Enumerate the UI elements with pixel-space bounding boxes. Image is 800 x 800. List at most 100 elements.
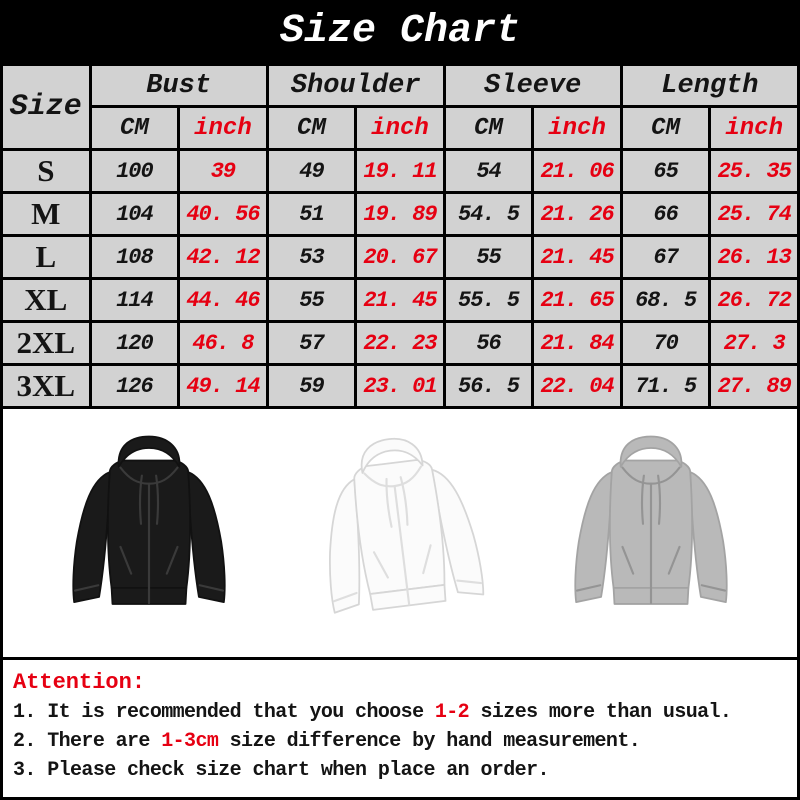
table-row: S 100 39 49 19. 11 54 21. 06 65 25. 35 bbox=[0, 148, 800, 194]
unit-header-cm: CM bbox=[442, 105, 535, 151]
attention-heading: Attention: bbox=[13, 670, 146, 695]
value-cell: 68. 5 bbox=[619, 277, 712, 323]
col-group-bust: Bust bbox=[88, 63, 269, 108]
value-cell: 44. 46 bbox=[177, 277, 269, 323]
value-cell: 22. 23 bbox=[354, 320, 446, 366]
hoodie-hood bbox=[117, 435, 181, 468]
value-cell: 56. 5 bbox=[442, 363, 535, 409]
value-cell: 55. 5 bbox=[442, 277, 535, 323]
value-cell: 49. 14 bbox=[177, 363, 269, 409]
value-cell: 56 bbox=[442, 320, 535, 366]
hoodie-cuff-right bbox=[198, 584, 225, 592]
table-group-header-row: Size Bust Shoulder Sleeve Length bbox=[0, 63, 800, 151]
value-cell: 55 bbox=[265, 277, 358, 323]
value-cell: 25. 35 bbox=[708, 148, 800, 194]
attention-panel: Attention: 1. It is recommended that you… bbox=[0, 657, 800, 800]
attention-item: 2. There are 1-3cm size difference by ha… bbox=[13, 727, 787, 756]
value-cell: 27. 89 bbox=[708, 363, 800, 409]
unit-header-inch: inch bbox=[177, 105, 269, 151]
value-cell: 23. 01 bbox=[354, 363, 446, 409]
size-cell: M bbox=[0, 191, 92, 237]
value-cell: 19. 11 bbox=[354, 148, 446, 194]
hoodie-pocket-right bbox=[165, 545, 179, 575]
value-cell: 108 bbox=[88, 234, 181, 280]
size-cell: S bbox=[0, 148, 92, 194]
value-cell: 22. 04 bbox=[531, 363, 623, 409]
table-row: 3XL 126 49. 14 59 23. 01 56. 5 22. 04 71… bbox=[0, 363, 800, 409]
product-grey-hoodie bbox=[546, 423, 756, 637]
value-cell: 114 bbox=[88, 277, 181, 323]
value-cell: 20. 67 bbox=[354, 234, 446, 280]
value-cell: 49 bbox=[265, 148, 358, 194]
attention-text: size difference by hand measurement. bbox=[218, 730, 641, 753]
value-cell: 21. 26 bbox=[531, 191, 623, 237]
attention-item: 3. Please check size chart when place an… bbox=[13, 756, 787, 785]
unit-header-cm: CM bbox=[619, 105, 712, 151]
product-black-hoodie bbox=[44, 423, 254, 637]
hoodie-drawstring-right bbox=[155, 474, 160, 525]
hoodie-pocket-left bbox=[119, 545, 133, 575]
unit-header-cm: CM bbox=[88, 105, 181, 151]
table-row: XL 114 44. 46 55 21. 45 55. 5 21. 65 68.… bbox=[0, 277, 800, 323]
value-cell: 126 bbox=[88, 363, 181, 409]
value-cell: 66 bbox=[619, 191, 712, 237]
attention-text: 1. It is recommended that you choose bbox=[13, 701, 435, 724]
value-cell: 104 bbox=[88, 191, 181, 237]
unit-header-cm: CM bbox=[265, 105, 358, 151]
hoodie-cuff-left bbox=[73, 584, 100, 592]
value-cell: 70 bbox=[619, 320, 712, 366]
value-cell: 67 bbox=[619, 234, 712, 280]
value-cell: 21. 45 bbox=[531, 234, 623, 280]
chart-title: Size Chart bbox=[279, 9, 521, 54]
title-bar: Size Chart bbox=[0, 0, 800, 63]
col-group-shoulder: Shoulder bbox=[265, 63, 446, 108]
size-cell: 3XL bbox=[0, 363, 92, 409]
value-cell: 26. 72 bbox=[708, 277, 800, 323]
grey-hoodie-image bbox=[574, 435, 728, 605]
size-cell: L bbox=[0, 234, 92, 280]
product-white-hoodie bbox=[295, 423, 505, 637]
attention-text: 2. There are bbox=[13, 730, 162, 753]
black-hoodie-image bbox=[72, 435, 226, 605]
value-cell: 21. 84 bbox=[531, 320, 623, 366]
attention-item: 1. It is recommended that you choose 1-2… bbox=[13, 698, 787, 727]
col-header-size: Size bbox=[0, 63, 92, 151]
value-cell: 46. 8 bbox=[177, 320, 269, 366]
attention-text: sizes more than usual. bbox=[469, 701, 732, 724]
value-cell: 54. 5 bbox=[442, 191, 535, 237]
size-cell: XL bbox=[0, 277, 92, 323]
attention-highlight: 1-3cm bbox=[161, 730, 219, 753]
value-cell: 26. 13 bbox=[708, 234, 800, 280]
value-cell: 65 bbox=[619, 148, 712, 194]
hoodie-drawstring-left bbox=[138, 474, 143, 525]
value-cell: 59 bbox=[265, 363, 358, 409]
table-row: 2XL 120 46. 8 57 22. 23 56 21. 84 70 27.… bbox=[0, 320, 800, 366]
product-gallery bbox=[0, 409, 800, 657]
value-cell: 39 bbox=[177, 148, 269, 194]
value-cell: 51 bbox=[265, 191, 358, 237]
value-cell: 53 bbox=[265, 234, 358, 280]
size-cell: 2XL bbox=[0, 320, 92, 366]
table-row: L 108 42. 12 53 20. 67 55 21. 45 67 26. … bbox=[0, 234, 800, 280]
table-row: M 104 40. 56 51 19. 89 54. 5 21. 26 66 2… bbox=[0, 191, 800, 237]
unit-header-inch: inch bbox=[531, 105, 623, 151]
unit-header-inch: inch bbox=[354, 105, 446, 151]
col-group-sleeve: Sleeve bbox=[442, 63, 623, 108]
value-cell: 25. 74 bbox=[708, 191, 800, 237]
value-cell: 27. 3 bbox=[708, 320, 800, 366]
hoodie-right-sleeve bbox=[187, 471, 226, 604]
value-cell: 19. 89 bbox=[354, 191, 446, 237]
attention-highlight: 1-2 bbox=[434, 701, 470, 724]
value-cell: 42. 12 bbox=[177, 234, 269, 280]
col-group-length: Length bbox=[619, 63, 800, 108]
unit-header-inch: inch bbox=[708, 105, 800, 151]
value-cell: 55 bbox=[442, 234, 535, 280]
value-cell: 71. 5 bbox=[619, 363, 712, 409]
value-cell: 120 bbox=[88, 320, 181, 366]
value-cell: 100 bbox=[88, 148, 181, 194]
attention-text: 3. Please check size chart when place an… bbox=[13, 759, 550, 782]
value-cell: 21. 65 bbox=[531, 277, 623, 323]
value-cell: 54 bbox=[442, 148, 535, 194]
table-unit-header-row: CM inch CM inch CM inch CM inch bbox=[2, 105, 800, 151]
